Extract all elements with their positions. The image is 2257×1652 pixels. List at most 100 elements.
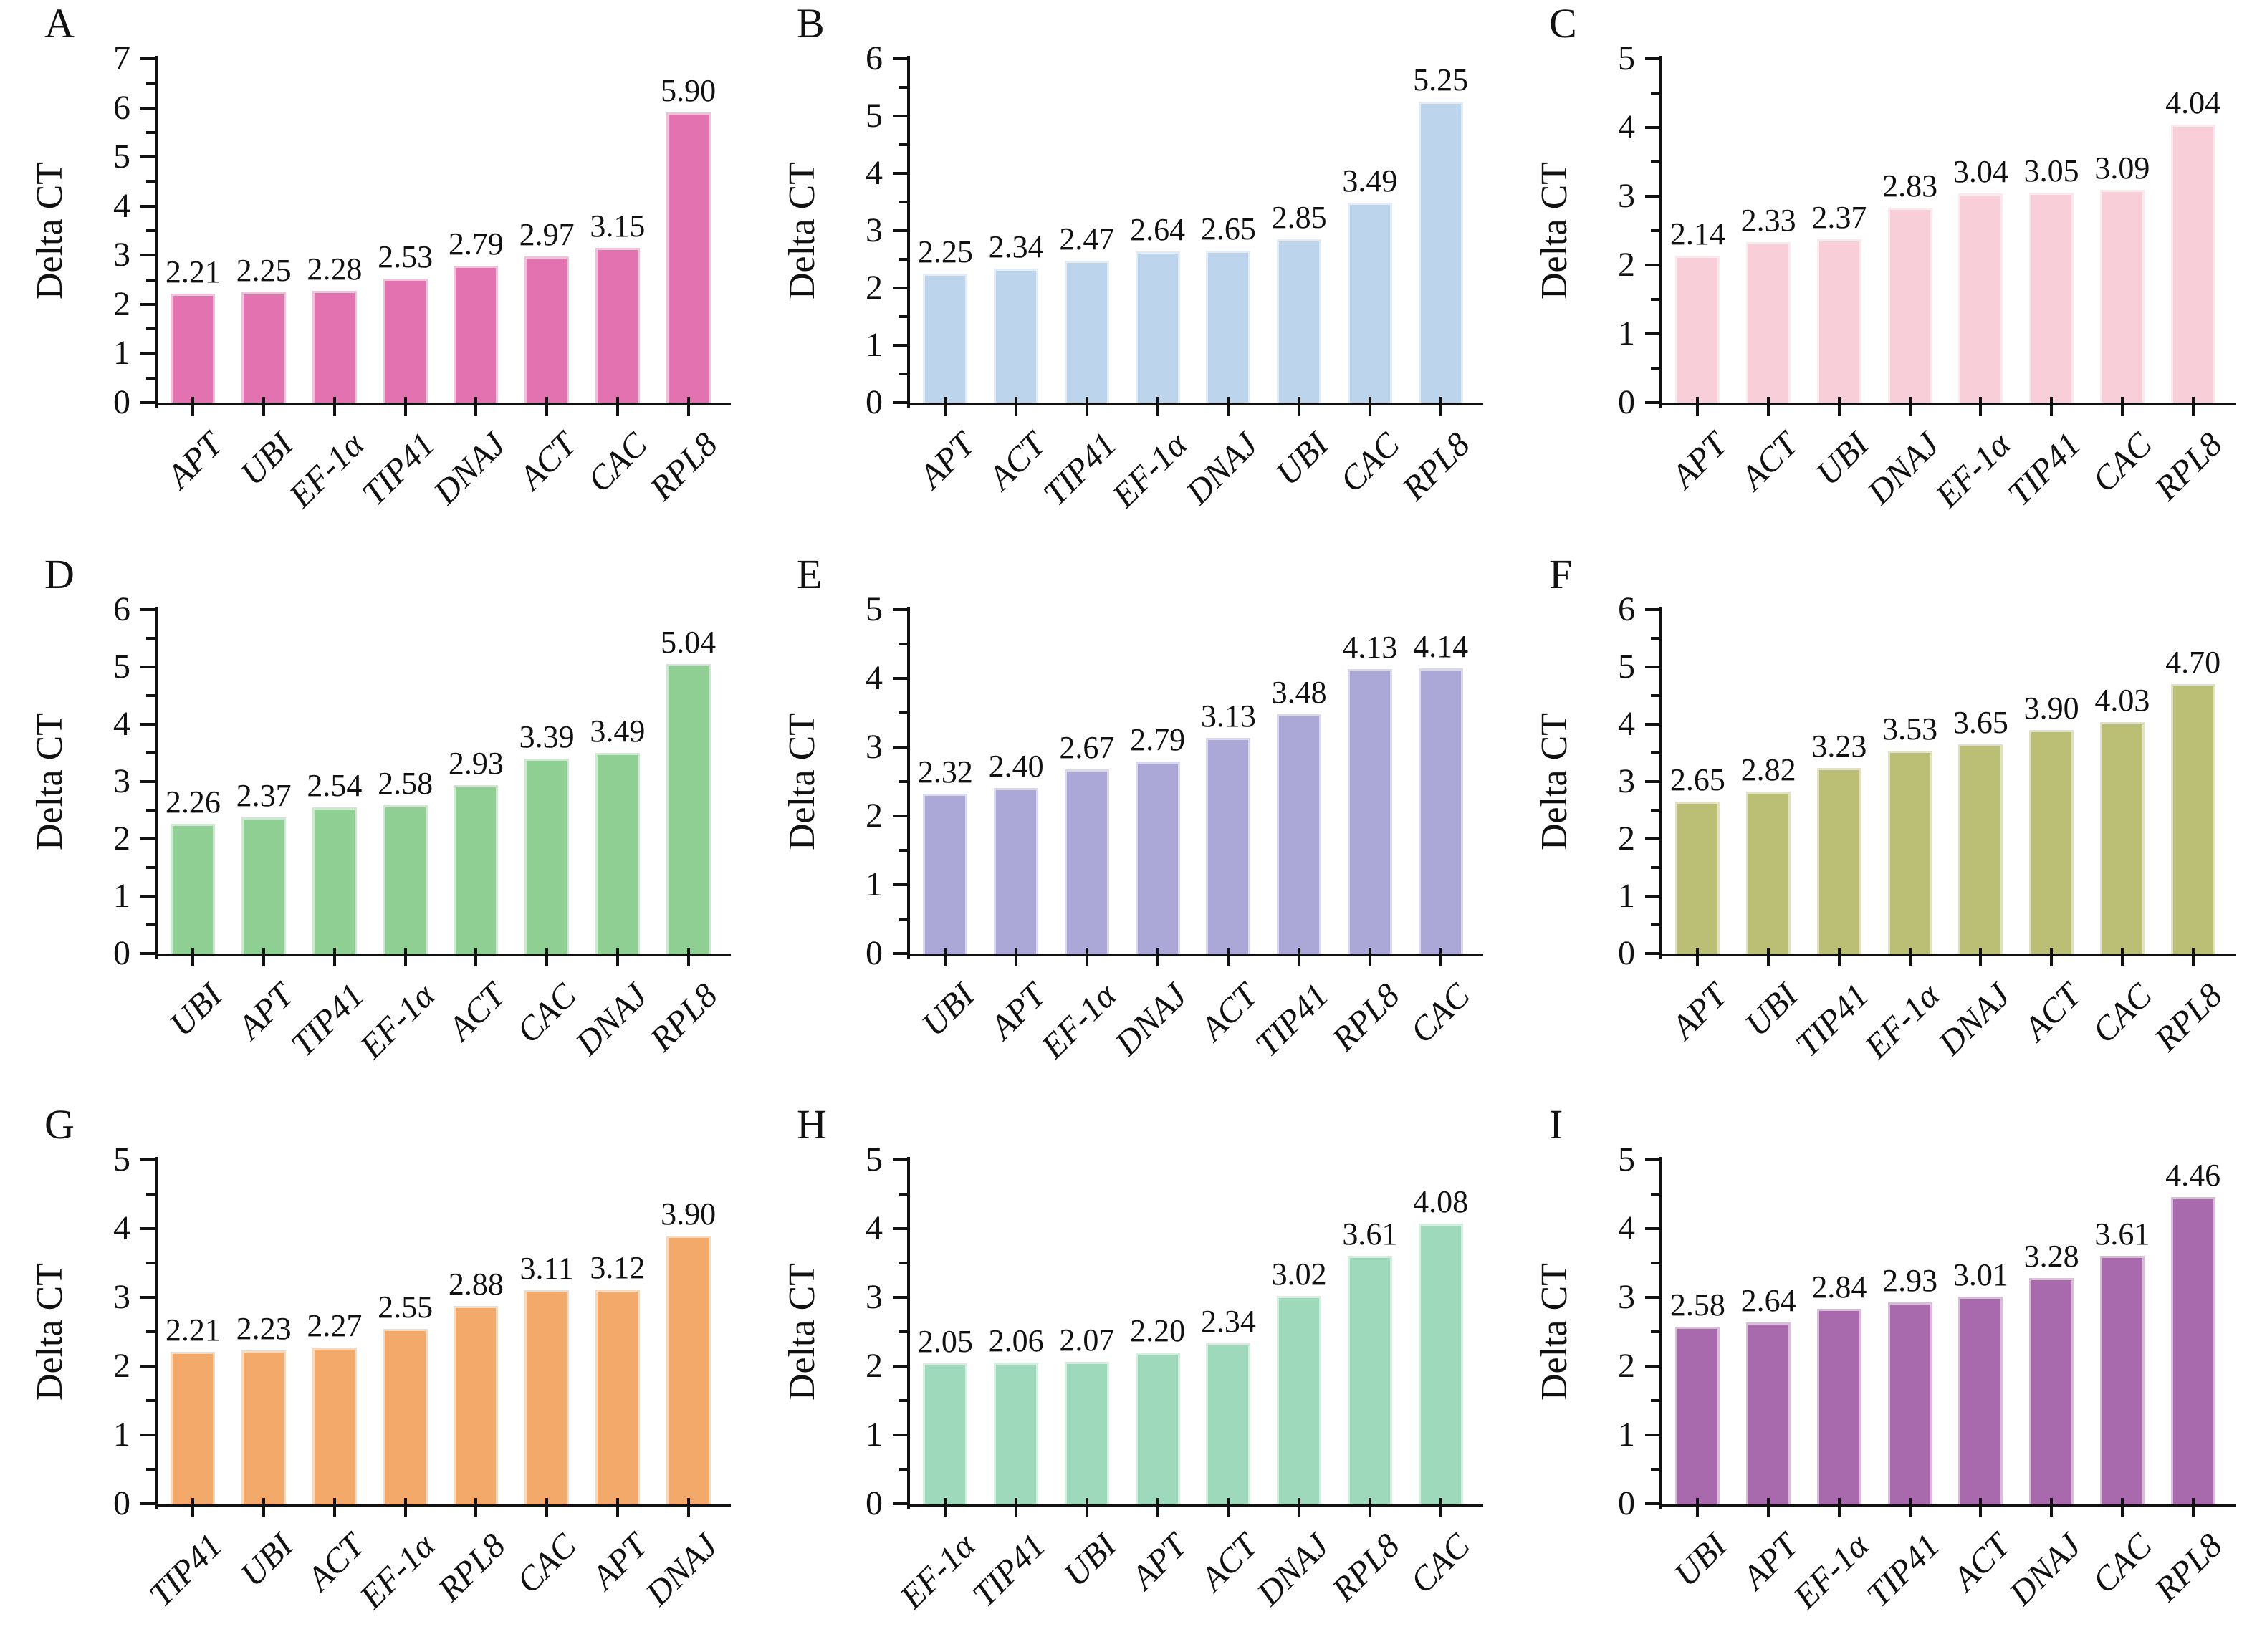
y-tick-label: 1 xyxy=(113,334,130,373)
bar-value-label: 3.11 xyxy=(519,1250,574,1286)
bar xyxy=(1347,1255,1392,1504)
x-category-label: EF-1α xyxy=(1104,425,1194,515)
y-tick-label: 4 xyxy=(866,154,883,192)
x-category-label: CAC xyxy=(2084,976,2160,1051)
bar xyxy=(1418,102,1463,403)
bar xyxy=(923,274,968,403)
y-tick-label: 4 xyxy=(113,1209,130,1248)
y-tick-major xyxy=(140,302,155,306)
bar-value-label: 2.55 xyxy=(378,1289,433,1325)
y-tick-major xyxy=(1645,264,1659,266)
x-axis-line xyxy=(155,1504,731,1507)
bar xyxy=(923,793,968,954)
x-category-label: UBI xyxy=(1056,1527,1124,1595)
x-tick xyxy=(1837,1498,1841,1517)
bar-value-label: 2.20 xyxy=(1130,1313,1186,1349)
bar xyxy=(312,1348,357,1504)
panel-A: A Delta CT 0 1 2 3 4 5 6 7 2.21 APT 2.25 UBI 2.28 EF-1α… xyxy=(0,0,752,551)
bar-value-label: 3.13 xyxy=(1200,698,1256,734)
bar-value-label: 5.25 xyxy=(1413,62,1469,97)
bar xyxy=(1277,714,1322,954)
y-tick-major xyxy=(1645,1365,1659,1368)
y-tick-major xyxy=(140,106,155,110)
x-category-label: CAC xyxy=(1403,976,1477,1051)
x-tick xyxy=(1227,947,1230,966)
y-tick-minor xyxy=(1651,1468,1659,1471)
y-tick-label: 0 xyxy=(1618,1484,1635,1523)
bar-value-label: 3.39 xyxy=(519,719,575,755)
bar xyxy=(1277,239,1322,403)
y-tick-label: 5 xyxy=(1618,1140,1635,1179)
y-tick-minor xyxy=(146,278,155,282)
bar xyxy=(595,248,640,403)
bar xyxy=(312,290,357,403)
bar-value-label: 5.90 xyxy=(661,73,717,109)
x-tick xyxy=(191,1498,195,1517)
y-tick-label: 4 xyxy=(1618,108,1635,146)
x-tick xyxy=(1767,947,1770,966)
y-tick-major xyxy=(1645,1434,1659,1437)
y-tick-major xyxy=(1645,57,1659,60)
x-category-label: DNAJ xyxy=(638,1527,725,1613)
bar-value-label: 2.97 xyxy=(519,217,575,253)
y-tick-minor xyxy=(899,201,907,203)
x-category-label: DNAJ xyxy=(1931,976,2018,1062)
y-tick-label: 2 xyxy=(866,269,883,307)
y-tick-major xyxy=(893,1296,907,1300)
bar-value-label: 3.90 xyxy=(661,1196,717,1231)
y-tick-minor xyxy=(146,865,155,869)
y-tick-major xyxy=(140,352,155,355)
bar-value-label: 2.93 xyxy=(448,746,504,782)
y-axis-label: Delta CT xyxy=(29,161,70,300)
panel-letter: B xyxy=(797,0,825,47)
bar-value-label: 2.23 xyxy=(236,1311,292,1347)
x-tick xyxy=(1837,947,1841,966)
bar-value-label: 2.25 xyxy=(917,234,973,269)
y-tick-major xyxy=(893,883,907,886)
bar-value-label: 3.61 xyxy=(1342,1216,1398,1252)
x-tick xyxy=(686,1498,690,1517)
panel-D: D Delta CT 0 1 2 3 4 5 6 2.26 UBI 2.37 APT 2.54 TIP41 2… xyxy=(0,551,752,1102)
x-category-label: RPL8 xyxy=(1395,425,1477,508)
x-category-label: RPL8 xyxy=(643,425,725,508)
y-tick-minor xyxy=(899,1193,907,1196)
y-tick-minor xyxy=(899,373,907,375)
bar xyxy=(454,785,499,954)
bar xyxy=(2170,125,2215,403)
y-tick-major xyxy=(140,779,155,783)
x-category-label: TIP41 xyxy=(1859,1527,1947,1615)
y-tick-minor xyxy=(146,693,155,697)
bar xyxy=(1958,193,2003,403)
x-category-label: DNAJ xyxy=(567,976,655,1062)
x-tick xyxy=(1696,947,1700,966)
y-tick-label: 2 xyxy=(866,796,883,835)
x-category-label: DNAJ xyxy=(2002,1527,2089,1613)
y-axis-label: Delta CT xyxy=(782,1263,823,1401)
bar-value-label: 2.79 xyxy=(1130,721,1186,757)
x-tick xyxy=(262,397,266,416)
y-tick-minor xyxy=(1651,1262,1659,1265)
y-tick-minor xyxy=(1651,92,1659,95)
x-category-label: EF-1α xyxy=(1856,976,1947,1066)
x-tick xyxy=(1908,397,1912,416)
bar xyxy=(595,753,640,954)
y-axis-spine xyxy=(907,1157,910,1510)
y-tick-label: 5 xyxy=(866,590,883,628)
panel-E: E Delta CT 0 1 2 3 4 5 2.32 UBI 2.40 APT 2.67 EF-1α 2.… xyxy=(752,551,1505,1102)
y-tick-major xyxy=(140,894,155,898)
y-tick-label: 0 xyxy=(866,383,883,421)
y-tick-label: 1 xyxy=(866,326,883,364)
bar xyxy=(2099,190,2145,403)
x-tick xyxy=(1908,1498,1912,1517)
y-tick-label: 5 xyxy=(1618,39,1635,77)
y-tick-label: 0 xyxy=(866,1484,883,1523)
x-category-label: APT xyxy=(911,425,982,496)
x-tick xyxy=(262,947,266,966)
bar-value-label: 2.64 xyxy=(1130,211,1186,247)
bar-value-label: 2.06 xyxy=(988,1322,1044,1358)
y-tick-label: 3 xyxy=(113,1278,130,1317)
panel-letter: H xyxy=(797,1101,827,1148)
bar xyxy=(383,1328,428,1504)
y-tick-label: 1 xyxy=(113,1416,130,1454)
x-tick xyxy=(1979,397,1983,416)
